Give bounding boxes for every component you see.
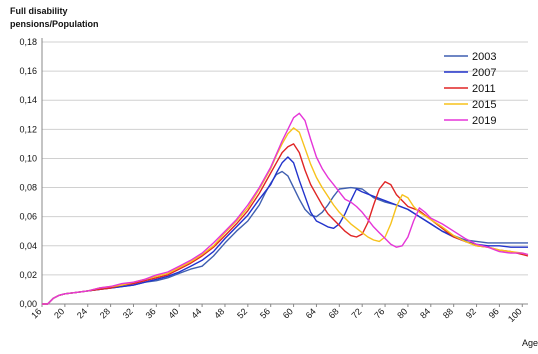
axes <box>41 38 528 305</box>
y-tick-label-6: 0,12 <box>19 124 37 134</box>
gridlines <box>42 41 528 276</box>
x-tick-label-4: 32 <box>121 306 135 320</box>
series-line-2015 <box>42 127 529 305</box>
y-tick-label-0: 0,00 <box>19 299 37 309</box>
x-tick-label-17: 84 <box>418 306 432 320</box>
y-tick-label-4: 0,08 <box>19 183 37 193</box>
x-axis-ticks: 16 20 24 28 32 36 40 44 48 52 56 60 64 68 72 76 80 84 88 92… <box>29 304 524 324</box>
x-tick-label-20: 96 <box>487 306 501 320</box>
x-tick-label-16: 80 <box>395 306 409 320</box>
x-tick-label-13: 68 <box>327 306 341 320</box>
y-axis-ticks: 0,00 0,02 0,04 0,06 0,08 0,10 0,12 0,14 0,16 0,18 <box>19 37 37 309</box>
x-tick-label-14: 72 <box>349 306 363 320</box>
x-tick-label-19: 92 <box>464 306 478 320</box>
y-tick-label-1: 0,02 <box>19 270 37 280</box>
x-tick-label-10: 56 <box>258 306 272 320</box>
x-tick-label-3: 28 <box>98 306 112 320</box>
y-tick-label-3: 0,06 <box>19 212 37 222</box>
x-axis-label: Age <box>522 338 538 348</box>
legend: 2003 2007 2011 2015 2019 <box>444 51 496 127</box>
x-tick-label-9: 52 <box>235 306 249 320</box>
x-tick-label-1: 20 <box>52 306 66 320</box>
x-tick-label-2: 24 <box>75 306 89 320</box>
series-line-2019 <box>42 112 529 305</box>
x-tick-label-7: 44 <box>189 306 203 320</box>
x-tick-label-11: 60 <box>281 306 295 320</box>
legend-label-2011: 2011 <box>472 83 496 95</box>
y-tick-label-5: 0,10 <box>19 153 37 163</box>
legend-label-2019: 2019 <box>472 115 496 127</box>
y-tick-label-2: 0,04 <box>19 241 37 251</box>
x-tick-label-6: 40 <box>166 306 180 320</box>
y-axis-label-line-2: pensions/Population <box>10 19 99 29</box>
legend-label-2003: 2003 <box>472 51 496 63</box>
series-line-2011 <box>42 143 529 305</box>
y-axis-label-line-1: Full disability <box>10 6 68 16</box>
y-tick-label-9: 0,18 <box>19 37 37 47</box>
legend-label-2015: 2015 <box>472 99 496 111</box>
y-tick-label-7: 0,14 <box>19 95 37 105</box>
x-tick-label-8: 48 <box>212 306 226 320</box>
series-lines <box>42 112 529 305</box>
x-tick-label-21: 100 <box>506 306 524 324</box>
x-tick-label-12: 64 <box>304 306 318 320</box>
legend-label-2007: 2007 <box>472 67 496 79</box>
x-tick-label-5: 36 <box>144 306 158 320</box>
x-tick-label-15: 76 <box>372 306 386 320</box>
y-tick-label-8: 0,16 <box>19 66 37 76</box>
x-tick-label-18: 88 <box>441 306 455 320</box>
series-line-2007 <box>42 156 528 305</box>
